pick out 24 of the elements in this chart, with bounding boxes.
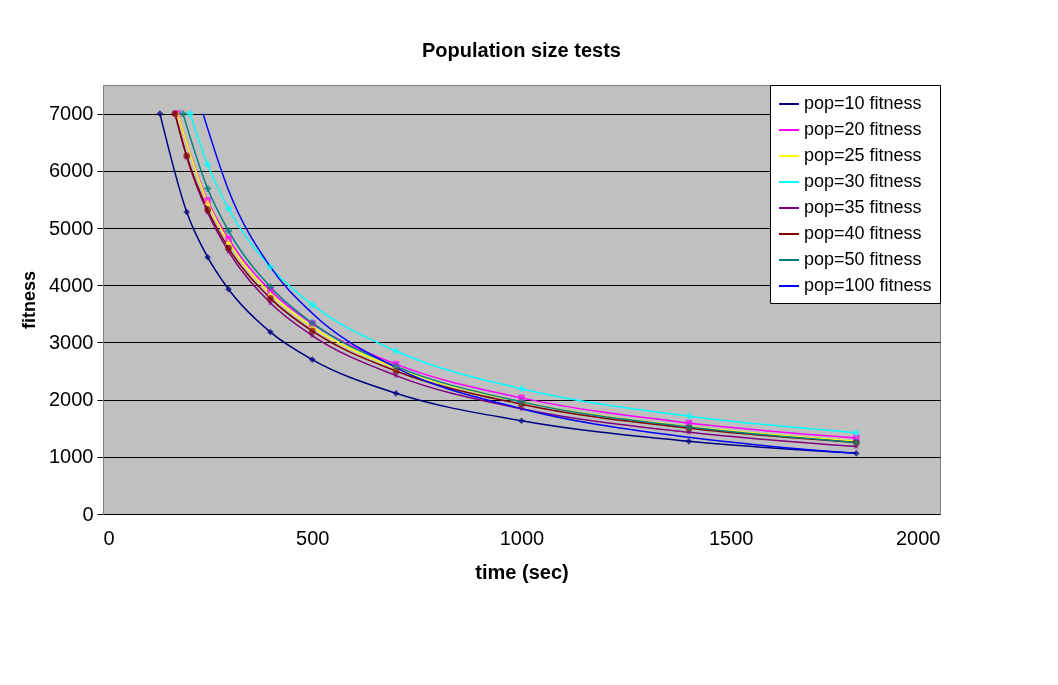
y-tick-label: 5000	[49, 216, 94, 239]
legend-label: pop=40 fitness	[804, 223, 922, 243]
legend-label: pop=20 fitness	[804, 119, 922, 139]
y-axis-title: fitness	[19, 270, 40, 330]
x-tick-label: 1000	[499, 526, 545, 549]
y-tick-label: 2000	[49, 388, 94, 411]
x-tick-label: 500	[296, 526, 330, 549]
legend-label: pop=10 fitness	[804, 93, 922, 113]
x-axis-title: time (sec)	[475, 560, 569, 583]
x-tick-label: 1500	[709, 526, 754, 549]
legend-label: pop=50 fitness	[804, 249, 922, 269]
legend-label: pop=100 fitness	[804, 275, 932, 295]
y-tick-label: 1000	[49, 445, 94, 468]
legend-label: pop=30 fitness	[804, 171, 922, 191]
x-tick-label: 0	[103, 526, 115, 549]
legend-label: pop=25 fitness	[804, 145, 922, 165]
x-tick-label: 2000	[896, 526, 941, 549]
y-tick-label: 3000	[49, 330, 94, 353]
y-tick-label: 4000	[49, 273, 94, 296]
legend-label: pop=35 fitness	[804, 197, 922, 217]
chart-title: Population size tests	[422, 38, 621, 61]
y-tick-label: 6000	[49, 159, 94, 182]
y-tick-label: 7000	[49, 102, 94, 125]
y-tick-label: 0	[82, 502, 94, 525]
